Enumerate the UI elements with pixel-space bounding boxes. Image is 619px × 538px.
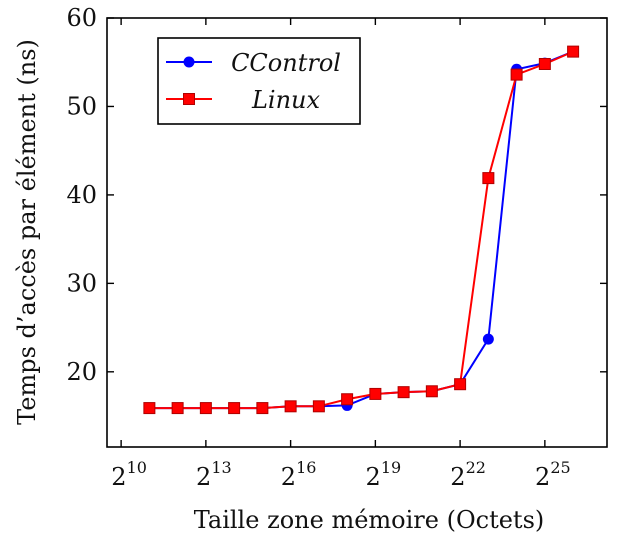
x-tick-base: 2 bbox=[196, 463, 211, 491]
x-tick-base: 2 bbox=[535, 463, 550, 491]
x-tick-base: 2 bbox=[111, 463, 126, 491]
x-tick-exponent: 22 bbox=[466, 458, 486, 477]
x-tick-base: 2 bbox=[366, 463, 381, 491]
y-tick-label: 50 bbox=[66, 92, 97, 120]
data-point-linux bbox=[143, 402, 156, 415]
y-tick-label: 60 bbox=[66, 4, 97, 32]
data-point-linux bbox=[171, 402, 184, 415]
x-tick-base: 2 bbox=[450, 463, 465, 491]
legend-marker-ccontrol bbox=[183, 56, 195, 68]
x-tick-exponent: 19 bbox=[381, 458, 401, 477]
x-tick-exponent: 13 bbox=[211, 458, 231, 477]
x-tick-exponent: 25 bbox=[550, 458, 570, 477]
legend-marker-linux bbox=[183, 93, 195, 105]
x-axis-label: Taille zone mémoire (Octets) bbox=[194, 506, 545, 534]
y-tick-label: 40 bbox=[66, 181, 97, 209]
legend-label-ccontrol: CControl bbox=[231, 49, 341, 77]
data-point-linux bbox=[397, 386, 410, 399]
data-point-linux bbox=[567, 45, 580, 58]
x-tick-label: 225 bbox=[535, 458, 571, 491]
plot-marks bbox=[143, 45, 580, 415]
x-tick-label: 213 bbox=[196, 458, 232, 491]
legend-box bbox=[157, 37, 361, 125]
x-tick-base: 2 bbox=[281, 463, 296, 491]
plot-frame bbox=[106, 17, 608, 448]
data-point-linux bbox=[369, 387, 382, 400]
y-tick-label: 20 bbox=[66, 358, 97, 386]
legend: CControl Linux bbox=[157, 37, 361, 125]
y-tick-label: 30 bbox=[66, 269, 97, 297]
series-line-linux bbox=[149, 50, 574, 410]
y-axis-label: Temps d’accès par élément (ns) bbox=[13, 39, 41, 425]
x-tick-exponent: 16 bbox=[296, 458, 316, 477]
data-point-ccontrol bbox=[482, 333, 494, 345]
data-point-linux bbox=[510, 68, 523, 81]
data-point-linux bbox=[341, 393, 354, 406]
x-tick-label: 222 bbox=[450, 458, 486, 491]
x-tick-label: 219 bbox=[366, 458, 402, 491]
x-tick-label: 210 bbox=[111, 458, 147, 491]
legend-label-linux: Linux bbox=[251, 86, 321, 114]
x-tick-label: 216 bbox=[281, 458, 317, 491]
data-point-linux bbox=[482, 172, 495, 185]
x-tick-exponent: 10 bbox=[127, 458, 147, 477]
data-point-linux bbox=[312, 400, 325, 413]
data-point-linux bbox=[199, 402, 212, 415]
data-point-linux bbox=[284, 400, 297, 413]
data-point-linux bbox=[454, 378, 467, 391]
data-point-linux bbox=[538, 57, 551, 70]
data-point-linux bbox=[425, 385, 438, 398]
data-point-linux bbox=[228, 402, 241, 415]
data-point-linux bbox=[256, 402, 269, 415]
